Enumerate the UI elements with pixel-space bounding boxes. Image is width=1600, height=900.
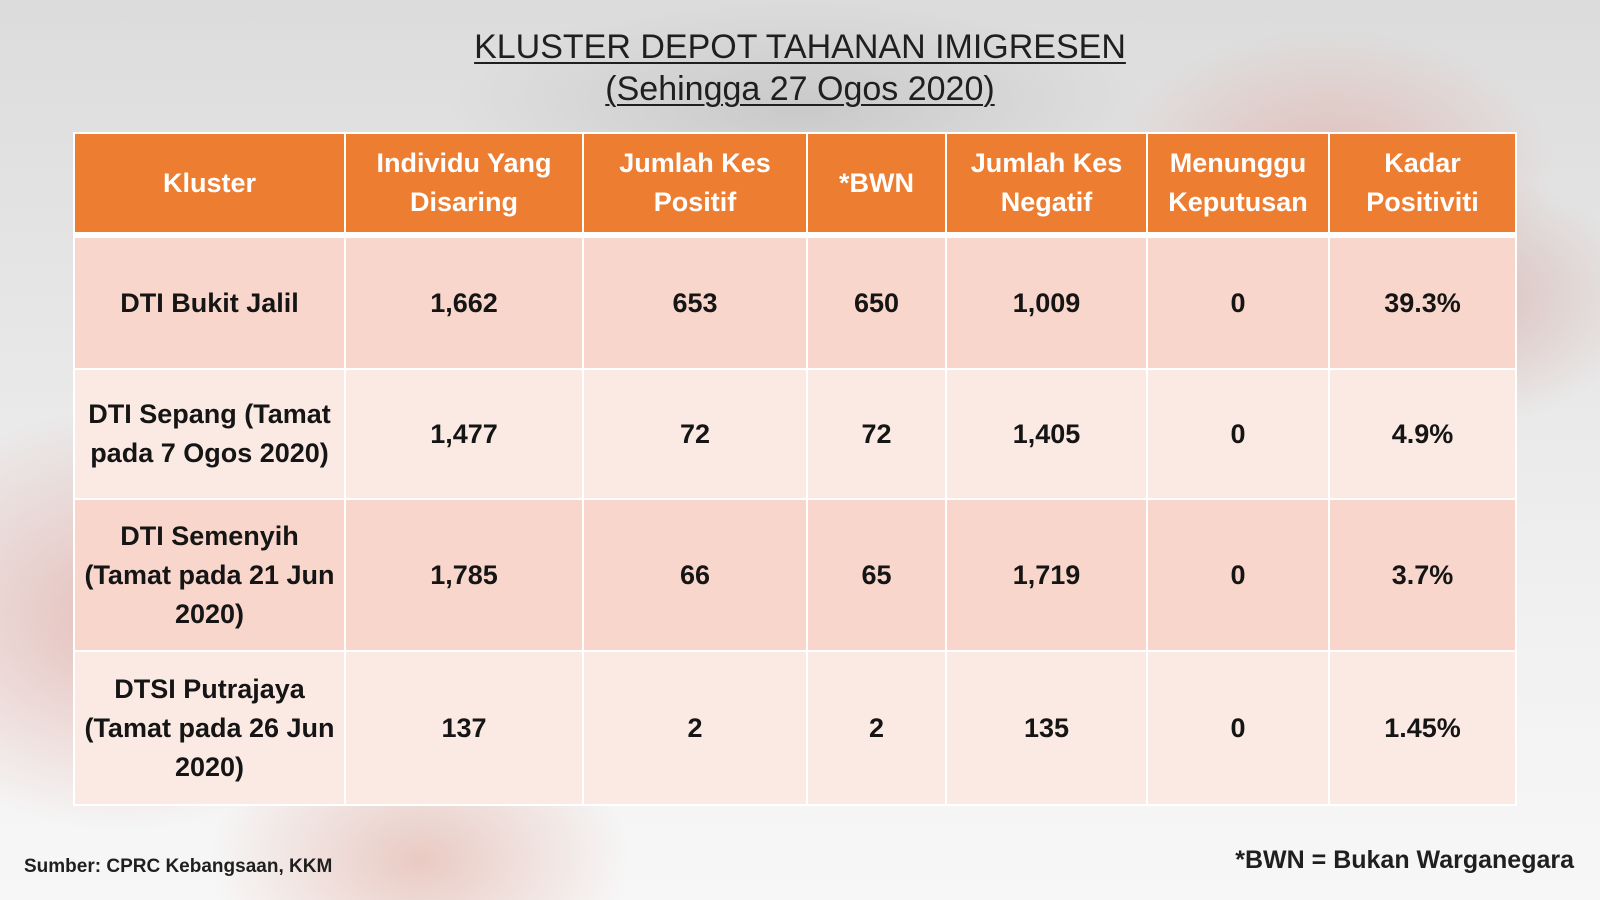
page-title: KLUSTER DEPOT TAHANAN IMIGRESEN [0,26,1600,68]
table-row: DTI Semenyih (Tamat pada 21 Jun 2020) 1,… [73,498,1517,652]
cell-kes-positif: 66 [582,498,808,652]
source-note: Sumber: CPRC Kebangsaan, KKM [24,856,333,877]
cell-kes-positif: 2 [582,650,808,806]
header-kes-negatif: Jumlah Kes Negatif [945,132,1148,236]
table-row: DTI Bukit Jalil 1,662 653 650 1,009 0 39… [73,234,1517,370]
table-header-row: Kluster Individu Yang Disaring Jumlah Ke… [73,132,1517,236]
cell-menunggu-keputusan: 0 [1146,650,1330,806]
cell-kluster: DTI Semenyih (Tamat pada 21 Jun 2020) [73,498,346,652]
title-block: KLUSTER DEPOT TAHANAN IMIGRESEN (Sehingg… [0,26,1600,110]
cell-individu-disaring: 137 [344,650,584,806]
header-menunggu-keputusan: Menunggu Keputusan [1146,132,1330,236]
cell-kes-negatif: 135 [945,650,1148,806]
cell-bwn: 650 [806,234,947,370]
header-kluster: Kluster [73,132,346,236]
page-title-text: KLUSTER DEPOT TAHANAN IMIGRESEN [474,28,1126,66]
cell-kes-negatif: 1,009 [945,234,1148,370]
cell-menunggu-keputusan: 0 [1146,498,1330,652]
header-bwn: *BWN [806,132,947,236]
cell-kadar-positiviti: 39.3% [1328,234,1517,370]
page-subtitle: (Sehingga 27 Ogos 2020) [0,68,1600,110]
cell-kes-negatif: 1,405 [945,368,1148,500]
cell-kadar-positiviti: 1.45% [1328,650,1517,806]
cell-menunggu-keputusan: 0 [1146,368,1330,500]
bwn-legend-note: *BWN = Bukan Warganegara [1235,846,1574,874]
cell-kadar-positiviti: 3.7% [1328,498,1517,652]
table-row: DTI Sepang (Tamat pada 7 Ogos 2020) 1,47… [73,368,1517,500]
header-kes-positif: Jumlah Kes Positif [582,132,808,236]
cell-kluster: DTSI Putrajaya (Tamat pada 26 Jun 2020) [73,650,346,806]
cell-bwn: 65 [806,498,947,652]
table-row: DTSI Putrajaya (Tamat pada 26 Jun 2020) … [73,650,1517,806]
cell-kes-positif: 653 [582,234,808,370]
cell-individu-disaring: 1,477 [344,368,584,500]
cell-individu-disaring: 1,662 [344,234,584,370]
page-subtitle-text: (Sehingga 27 Ogos 2020) [605,70,995,108]
header-kadar-positiviti: Kadar Positiviti [1328,132,1517,236]
cell-kes-positif: 72 [582,368,808,500]
header-individu-disaring: Individu Yang Disaring [344,132,584,236]
cell-bwn: 72 [806,368,947,500]
cell-individu-disaring: 1,785 [344,498,584,652]
cell-kadar-positiviti: 4.9% [1328,368,1517,500]
cell-menunggu-keputusan: 0 [1146,234,1330,370]
cell-kluster: DTI Sepang (Tamat pada 7 Ogos 2020) [73,368,346,500]
cell-kes-negatif: 1,719 [945,498,1148,652]
cluster-table: Kluster Individu Yang Disaring Jumlah Ke… [73,132,1517,806]
cell-bwn: 2 [806,650,947,806]
cell-kluster: DTI Bukit Jalil [73,234,346,370]
